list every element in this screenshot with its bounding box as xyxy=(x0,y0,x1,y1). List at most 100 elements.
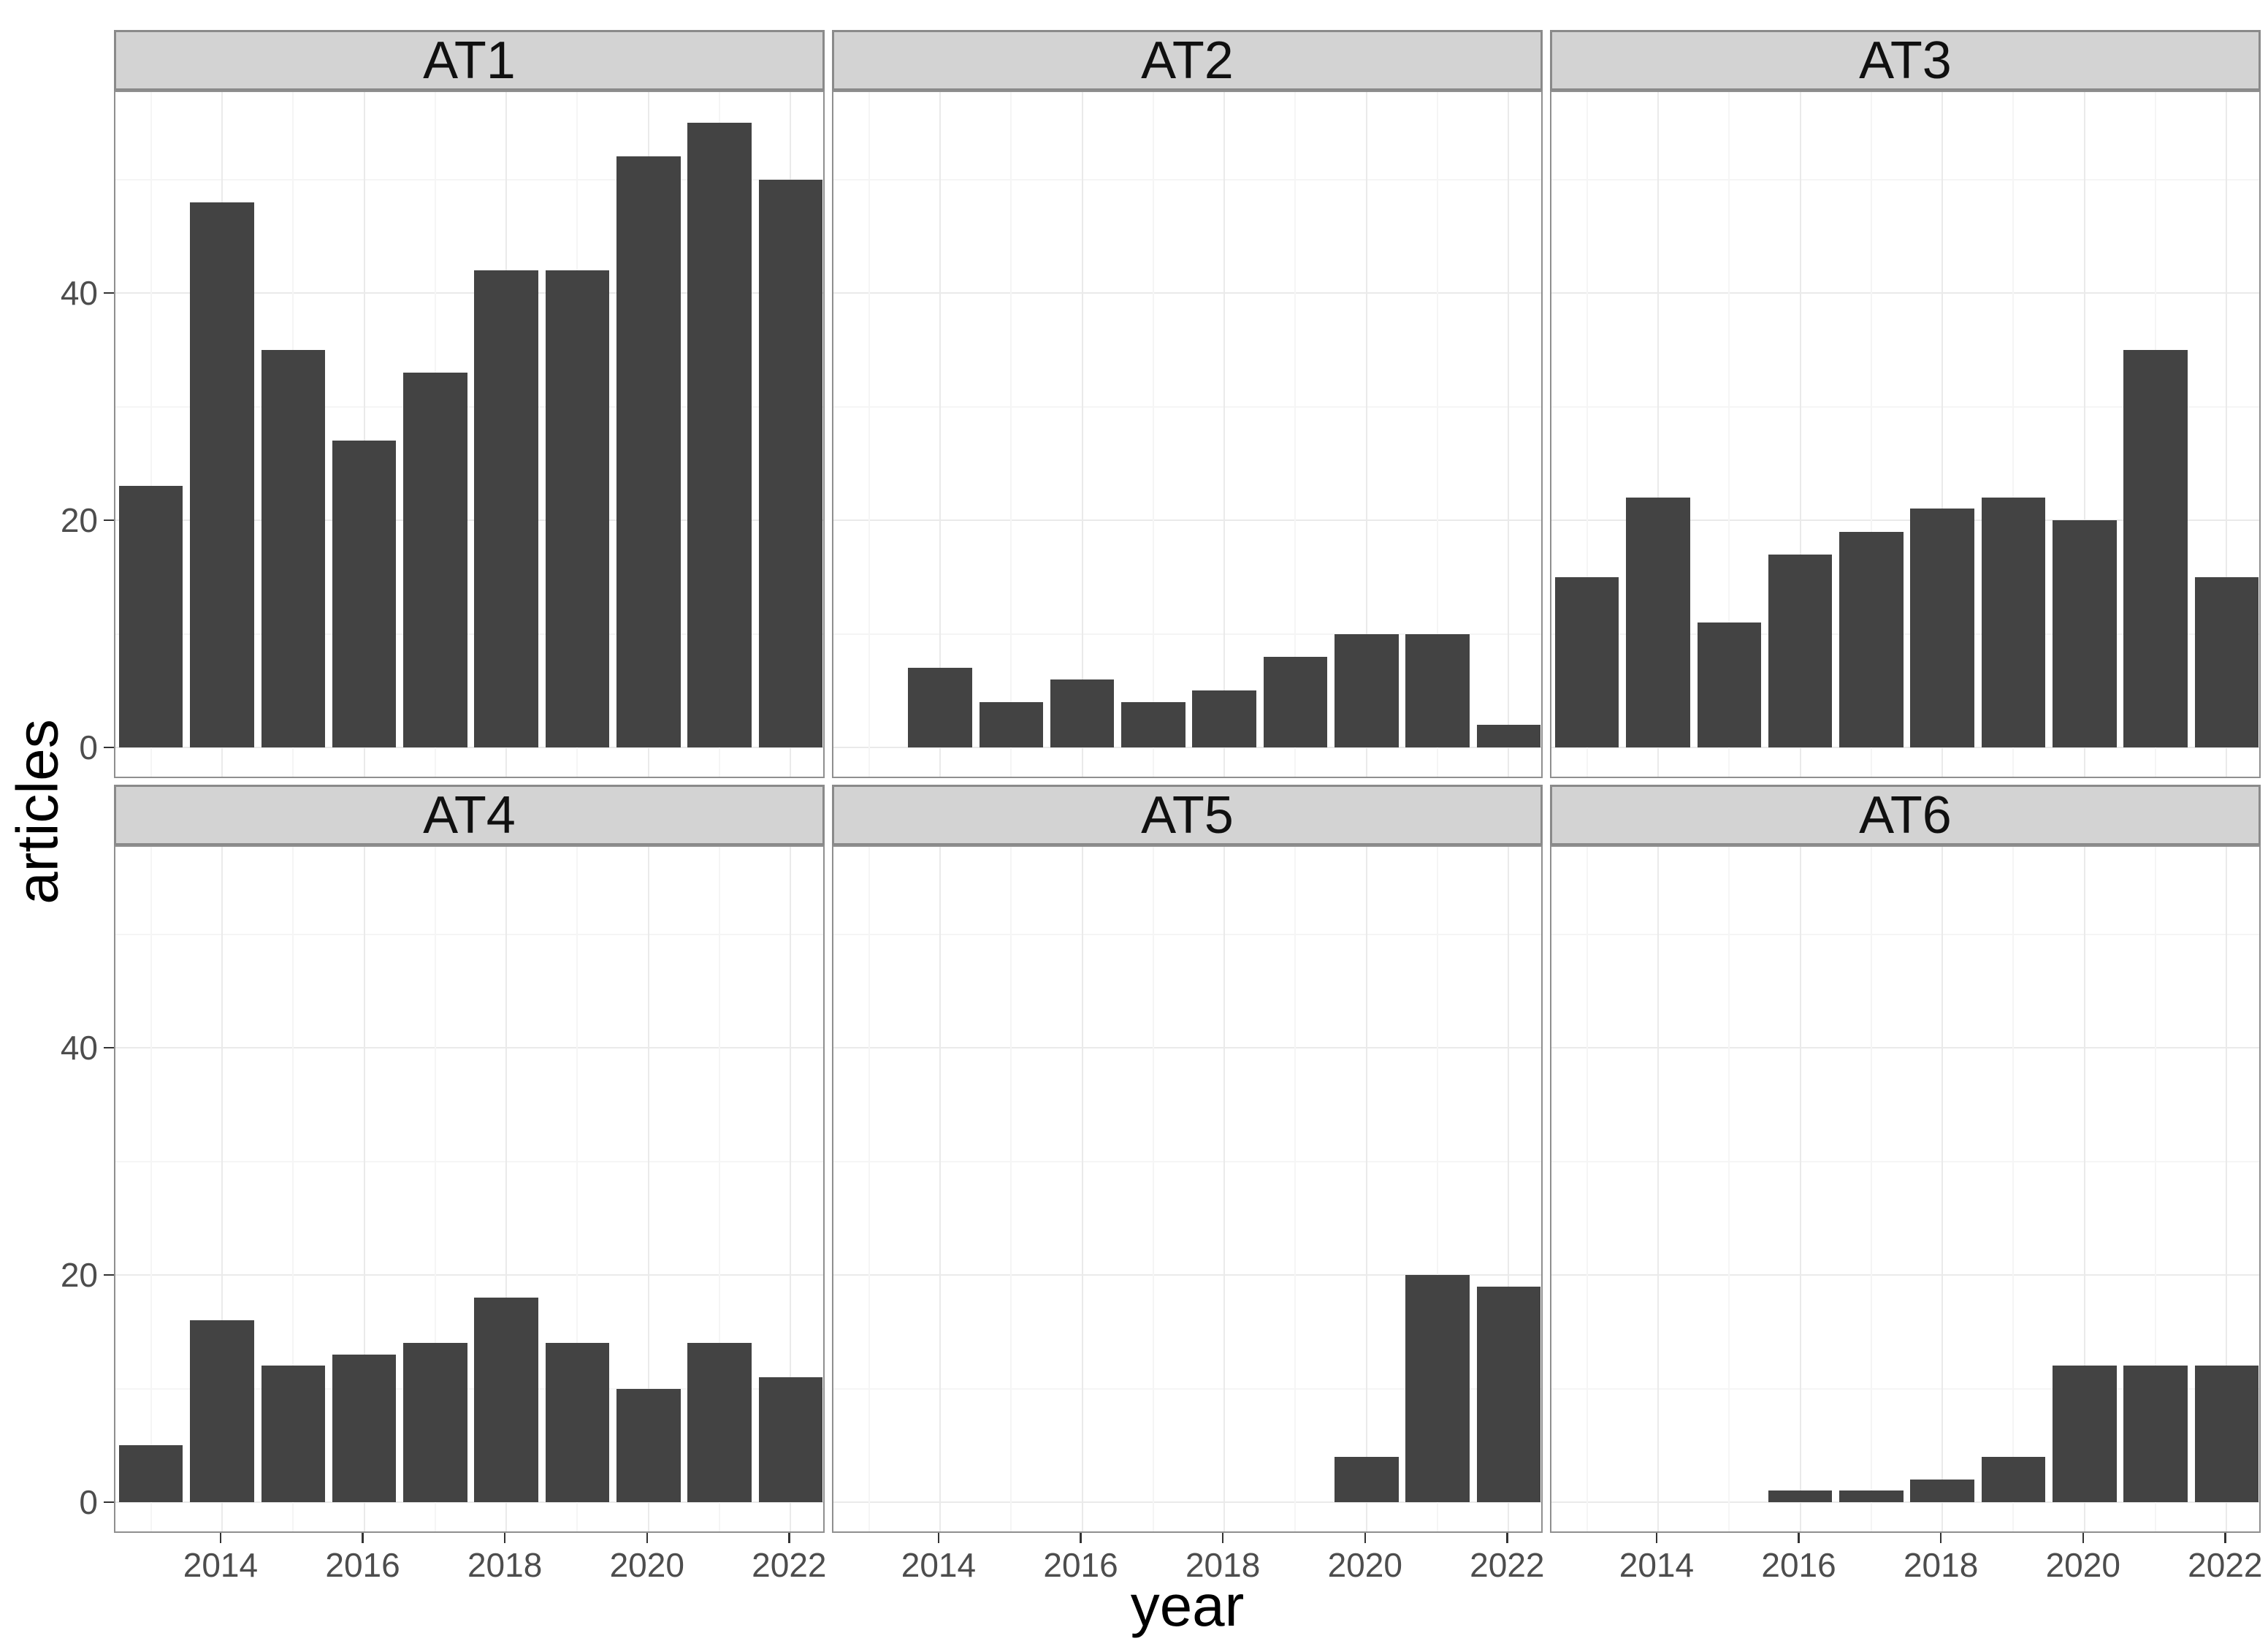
gridline-major-x2016 xyxy=(363,847,365,1531)
bar-AT1-2022 xyxy=(758,179,823,747)
x-tick-label-AT4-2020: 2020 xyxy=(609,1546,684,1584)
gridline-minor-y30 xyxy=(833,406,1541,408)
bar-AT3-2019 xyxy=(1981,497,2046,747)
x-tick-mark-AT6-2014 xyxy=(1655,1533,1658,1543)
gridline-major-y40 xyxy=(833,292,1541,294)
gridline-minor-y30 xyxy=(1551,406,2259,408)
gridline-minor-x2019 xyxy=(1294,847,1297,1531)
x-tick-label-AT4-2022: 2022 xyxy=(752,1546,827,1584)
facet-panel-AT5 xyxy=(832,845,1543,1533)
bar-AT4-2013 xyxy=(118,1445,183,1502)
facet-strip-AT4: AT4 xyxy=(114,785,825,845)
gridline-major-y20 xyxy=(115,1274,823,1276)
gridline-major-x2018 xyxy=(1223,847,1226,1531)
bar-AT2-2020 xyxy=(1335,633,1399,747)
facet-strip-AT1: AT1 xyxy=(114,30,825,91)
x-tick-label-AT6-2016: 2016 xyxy=(1761,1546,1836,1584)
facet-panel-AT1 xyxy=(114,91,825,778)
y-tick-label-AT4-20: 20 xyxy=(60,1256,98,1294)
gridline-minor-x2017 xyxy=(1870,92,1872,777)
gridline-minor-x2019 xyxy=(2012,92,2015,777)
gridline-major-x2016 xyxy=(1081,847,1083,1531)
bar-AT6-2021 xyxy=(2123,1366,2188,1502)
facet-panel-AT6 xyxy=(1550,845,2261,1533)
gridline-minor-y10 xyxy=(1551,633,2259,635)
facet-strip-AT2: AT2 xyxy=(832,30,1543,91)
bar-AT1-2021 xyxy=(687,122,752,747)
bar-AT2-2021 xyxy=(1405,633,1470,747)
gridline-major-y20 xyxy=(115,519,823,521)
facet-strip-AT6: AT6 xyxy=(1550,785,2261,845)
bar-AT4-2015 xyxy=(261,1366,325,1502)
gridline-minor-x2013 xyxy=(1586,92,1588,777)
bar-AT5-2020 xyxy=(1335,1456,1399,1502)
x-tick-mark-AT4-2022 xyxy=(788,1533,790,1543)
gridline-minor-x2015 xyxy=(1010,847,1012,1531)
y-tick-mark-AT4-0 xyxy=(104,1501,114,1504)
gridline-major-x2020 xyxy=(1365,92,1367,777)
gridline-minor-y50 xyxy=(833,178,1541,180)
gridline-major-x2018 xyxy=(1223,92,1226,777)
bar-AT4-2014 xyxy=(190,1320,254,1502)
bar-AT2-2017 xyxy=(1121,701,1185,747)
gridline-minor-x2013 xyxy=(150,92,152,777)
x-tick-label-AT6-2020: 2020 xyxy=(2045,1546,2120,1584)
gridline-major-x2014 xyxy=(939,92,941,777)
gridline-major-x2022 xyxy=(2226,92,2228,777)
x-tick-label-AT5-2018: 2018 xyxy=(1185,1546,1261,1584)
y-tick-mark-AT4-20 xyxy=(104,1273,114,1276)
gridline-minor-y10 xyxy=(833,1387,1541,1390)
x-tick-mark-AT6-2020 xyxy=(2082,1533,2084,1543)
gridline-major-y20 xyxy=(1551,1274,2259,1276)
x-tick-label-AT6-2014: 2014 xyxy=(1619,1546,1695,1584)
x-tick-mark-AT4-2018 xyxy=(503,1533,506,1543)
gridline-minor-y30 xyxy=(833,1160,1541,1162)
gridline-major-x2018 xyxy=(1941,847,1944,1531)
x-tick-mark-AT5-2022 xyxy=(1506,1533,1508,1543)
gridline-major-x2014 xyxy=(1657,847,1659,1531)
gridline-major-y0 xyxy=(1551,1501,2259,1503)
gridline-major-x2022 xyxy=(2226,847,2228,1531)
facet-panel-AT3 xyxy=(1550,91,2261,778)
gridline-major-x2020 xyxy=(1365,847,1367,1531)
bar-AT1-2018 xyxy=(474,270,538,747)
gridline-major-x2022 xyxy=(1508,847,1510,1531)
bar-AT4-2022 xyxy=(758,1377,823,1502)
gridline-major-x2020 xyxy=(2083,847,2085,1531)
gridline-major-y40 xyxy=(1551,1047,2259,1048)
gridline-major-y20 xyxy=(1551,519,2259,521)
y-tick-mark-AT1-0 xyxy=(104,746,114,749)
gridline-major-x2016 xyxy=(1081,92,1083,777)
bar-AT4-2018 xyxy=(474,1298,538,1502)
x-tick-label-AT4-2018: 2018 xyxy=(467,1546,543,1584)
gridline-major-x2016 xyxy=(363,92,365,777)
y-tick-mark-AT1-40 xyxy=(104,292,114,294)
x-tick-mark-AT6-2018 xyxy=(1939,1533,1942,1543)
x-tick-mark-AT6-2022 xyxy=(2224,1533,2226,1543)
bar-AT1-2017 xyxy=(403,372,467,747)
bar-AT3-2022 xyxy=(2194,576,2259,747)
facet-strip-label-AT1: AT1 xyxy=(423,31,516,90)
gridline-minor-y30 xyxy=(1551,1160,2259,1162)
gridline-major-x2022 xyxy=(1508,92,1510,777)
bar-AT5-2022 xyxy=(1476,1286,1541,1502)
x-tick-mark-AT5-2020 xyxy=(1364,1533,1366,1543)
gridline-minor-y10 xyxy=(1551,1387,2259,1390)
bar-AT3-2016 xyxy=(1768,554,1833,747)
facet-strip-label-AT4: AT4 xyxy=(423,785,516,845)
bar-AT3-2014 xyxy=(1626,497,1690,747)
gridline-major-x2016 xyxy=(1799,92,1801,777)
gridline-minor-x2021 xyxy=(2155,847,2157,1531)
y-tick-label-AT1-0: 0 xyxy=(79,728,98,766)
gridline-minor-x2021 xyxy=(1437,92,1439,777)
bar-AT4-2021 xyxy=(687,1343,752,1502)
y-tick-label-AT1-20: 20 xyxy=(60,501,98,539)
gridline-major-x2022 xyxy=(790,847,792,1531)
bar-AT4-2019 xyxy=(545,1343,610,1502)
x-axis-title-text: year xyxy=(1130,1573,1245,1638)
gridline-major-x2014 xyxy=(939,847,941,1531)
x-tick-mark-AT4-2020 xyxy=(646,1533,648,1543)
gridline-minor-x2017 xyxy=(1152,847,1154,1531)
x-tick-mark-AT4-2016 xyxy=(362,1533,364,1543)
gridline-minor-x2013 xyxy=(868,847,870,1531)
